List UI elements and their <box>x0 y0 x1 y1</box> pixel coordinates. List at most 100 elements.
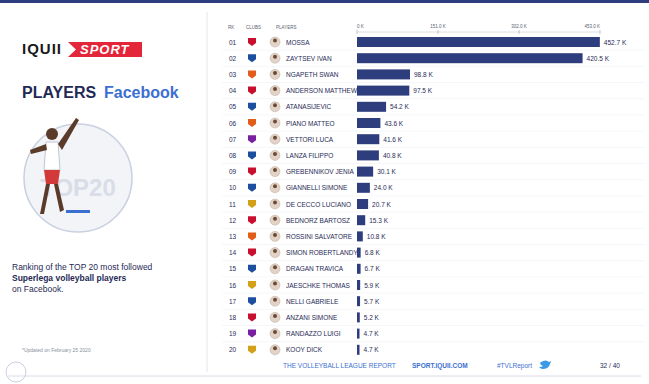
player-avatar <box>270 329 280 339</box>
divider <box>207 12 208 372</box>
player-avatar-face <box>273 71 277 75</box>
player-avatar <box>270 86 280 96</box>
club-icon <box>248 346 256 354</box>
column-header: PLAYERS <box>276 25 296 30</box>
player-avatar <box>270 248 280 258</box>
rank: 16 <box>229 282 237 289</box>
player-name: DE CECCO LUCIANO <box>286 201 351 208</box>
player-avatar-face <box>273 233 277 237</box>
data-label: 5.2 K <box>364 314 380 321</box>
rank: 01 <box>229 39 237 46</box>
column-header: CLUBS <box>246 25 261 30</box>
player-name: BEDNORZ BARTOSZ <box>286 217 350 224</box>
player-name: ZAYTSEV IVAN <box>286 55 332 62</box>
logo-left: IQUII <box>22 40 62 57</box>
data-label: 452.7 K <box>604 39 627 46</box>
rank: 06 <box>229 120 237 127</box>
data-label: 97.5 K <box>413 87 432 94</box>
row-separator <box>222 98 645 99</box>
club-icon <box>248 200 256 208</box>
row-separator <box>222 228 645 229</box>
club-icon <box>248 70 256 78</box>
player-avatar-face <box>273 39 277 43</box>
data-label: 43.6 K <box>384 120 403 127</box>
rank: 15 <box>229 265 237 272</box>
data-label: 54.2 K <box>390 103 409 110</box>
row-separator <box>222 66 645 67</box>
data-label: 20.7 K <box>372 201 391 208</box>
row-separator <box>222 260 645 261</box>
club-icon <box>248 184 256 192</box>
bar <box>357 264 361 274</box>
description-line: on Facebook. <box>12 284 64 294</box>
rank: 11 <box>229 201 236 208</box>
updated-note: *Updated on February 25 2020 <box>22 347 91 353</box>
figure-arm-up <box>58 118 79 150</box>
player-avatar-face <box>273 346 277 350</box>
player-avatar <box>270 264 280 274</box>
x-tick-label: 453.0 K <box>584 24 600 29</box>
bar <box>357 150 379 160</box>
twitter-icon <box>539 361 551 370</box>
row-separator <box>222 325 645 326</box>
bar <box>357 345 360 355</box>
bar <box>357 199 368 209</box>
club-icon <box>248 119 256 127</box>
player-avatar <box>270 296 280 306</box>
badge-underline <box>66 210 90 213</box>
rank: 09 <box>229 168 237 175</box>
heading-bold: PLAYERS <box>22 84 96 101</box>
bottom-rule <box>8 376 641 377</box>
rank: 13 <box>229 233 237 240</box>
player-avatar-face <box>273 265 277 269</box>
club-icon <box>248 232 256 240</box>
player-avatar <box>270 199 280 209</box>
player-name: ANDERSON MATTHEW <box>286 87 358 94</box>
player-avatar <box>270 167 280 177</box>
footer-title: THE VOLLEYBALL LEAGUE REPORT <box>283 362 396 369</box>
player-avatar <box>270 102 280 112</box>
footer-hashtag: #TVLReport <box>497 362 532 370</box>
club-icon <box>248 135 256 143</box>
bar <box>357 231 363 241</box>
bar <box>357 53 583 63</box>
x-tick <box>438 30 439 34</box>
data-label: 4.7 K <box>364 346 380 353</box>
player-avatar <box>270 118 280 128</box>
x-tick-label: 0 K <box>357 24 364 29</box>
club-icon <box>248 38 256 46</box>
bar <box>357 280 360 290</box>
player-name: ROSSINI SALVATORE <box>286 233 353 240</box>
rank: 17 <box>229 298 237 305</box>
figure-shorts <box>44 170 60 184</box>
description-line: Superlega volleyball players <box>12 273 127 283</box>
club-icon <box>248 330 256 338</box>
player-name: ANZANI SIMONE <box>286 314 338 321</box>
player-name: LANZA FILIPPO <box>286 152 333 159</box>
player-avatar-face <box>273 282 277 286</box>
footer-site: SPORT.IQUII.COM <box>412 362 468 370</box>
player-name: VETTORI LUCA <box>286 136 334 143</box>
player-avatar-face <box>273 103 277 107</box>
club-icon <box>248 297 256 305</box>
data-label: 10.8 K <box>367 233 386 240</box>
player-avatar <box>270 134 280 144</box>
page-number: 32 / 40 <box>600 362 620 369</box>
player-avatar <box>270 69 280 79</box>
club-icon <box>248 151 256 159</box>
player-avatar <box>270 53 280 63</box>
row-separator <box>222 293 645 294</box>
bar <box>357 69 410 79</box>
slide: IQUIISPORTPLAYERSFacebookTOP20Ranking of… <box>0 0 649 384</box>
player-avatar <box>270 183 280 193</box>
data-label: 5.9 K <box>364 282 380 289</box>
player-avatar <box>270 215 280 225</box>
row-separator <box>222 50 645 51</box>
player-name: GIANNELLI SIMONE <box>286 184 348 191</box>
row-separator <box>222 195 645 196</box>
rank: 08 <box>229 152 237 159</box>
data-label: 24.0 K <box>374 184 393 191</box>
row-separator <box>222 82 645 83</box>
data-label: 5.7 K <box>364 298 380 305</box>
row-separator <box>222 147 645 148</box>
